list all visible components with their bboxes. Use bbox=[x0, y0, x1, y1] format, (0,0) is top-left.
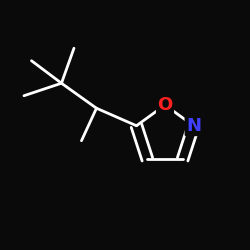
Text: N: N bbox=[186, 117, 201, 135]
Text: O: O bbox=[158, 96, 172, 114]
